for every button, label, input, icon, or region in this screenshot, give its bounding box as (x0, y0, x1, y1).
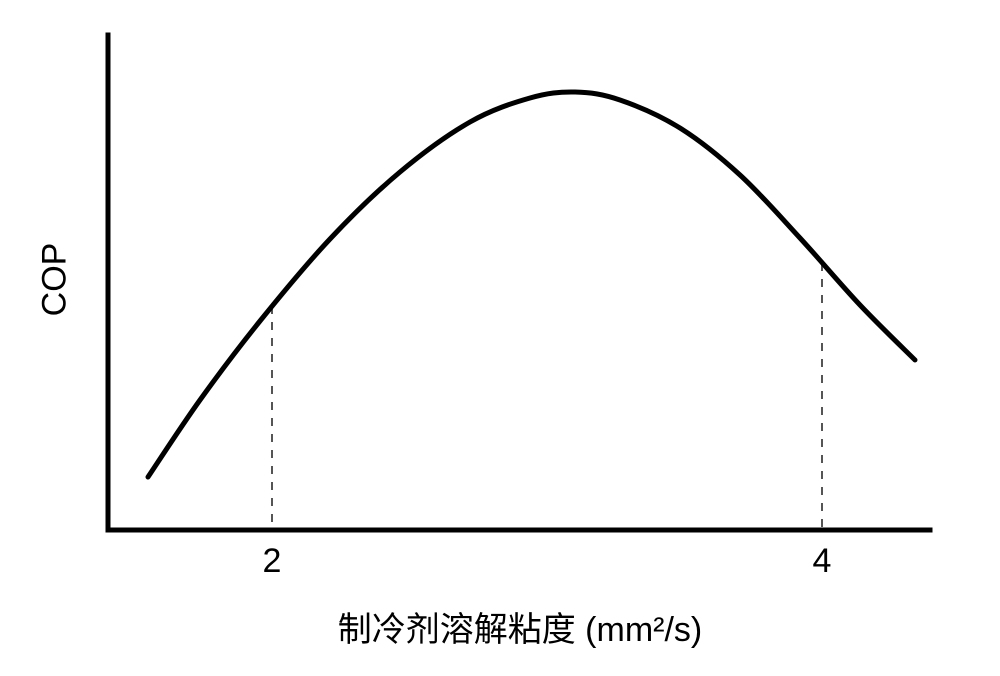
x-tick-label-2: 2 (242, 542, 302, 581)
chart-container: COP 制冷剂溶解粘度 (mm²/s) 2 4 (0, 0, 1000, 676)
x-axis-label: 制冷剂溶解粘度 (mm²/s) (270, 602, 770, 651)
x-tick-label-4: 4 (792, 542, 852, 581)
cop-curve (148, 92, 915, 477)
y-axis-label: COP (36, 220, 75, 340)
